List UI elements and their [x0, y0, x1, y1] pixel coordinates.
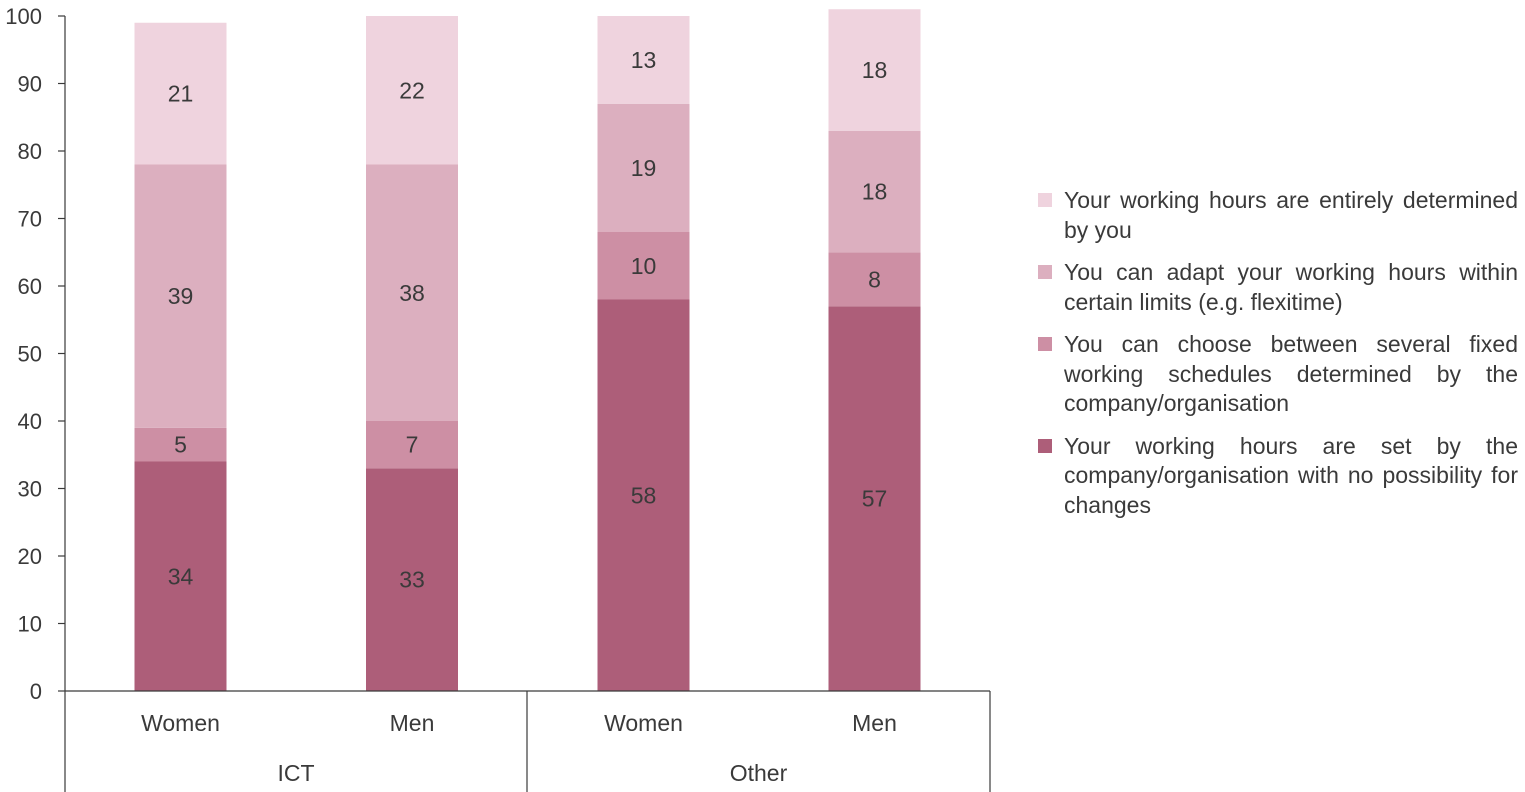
- legend-item: Your working hours are set by the compan…: [1038, 432, 1518, 521]
- legend-swatch: [1038, 265, 1052, 279]
- data-label: 7: [406, 432, 419, 458]
- axes-layer: 0 10 20 30 40 50 60 70 80 90 100 Women Men Women Men IC…: [5, 4, 991, 792]
- data-label: 19: [631, 155, 657, 181]
- y-tick-label: 40: [18, 409, 42, 434]
- bar-segment: [828, 9, 921, 131]
- y-tick-label: 20: [18, 544, 42, 569]
- bar-segment: [828, 306, 921, 691]
- group-label: Other: [730, 760, 788, 786]
- bar-segment: [597, 299, 690, 691]
- bar-segment: [597, 16, 690, 104]
- legend-label: Your working hours are entirely determin…: [1064, 187, 1518, 243]
- legend-item: You can adapt your working hours within …: [1038, 258, 1518, 317]
- bar-segment: [134, 164, 227, 428]
- legend-item: Your working hours are entirely determin…: [1038, 186, 1518, 245]
- data-label: 18: [862, 179, 888, 205]
- bar-segment: [828, 252, 921, 307]
- bar-segment: [134, 22, 227, 165]
- data-label: 5: [174, 432, 187, 458]
- legend-item: You can choose between several fixed wor…: [1038, 330, 1518, 419]
- legend-swatch: [1038, 438, 1052, 453]
- data-label: 39: [168, 283, 194, 309]
- bar-segment: [597, 103, 690, 232]
- y-tick-label: 30: [18, 477, 42, 502]
- legend-label: You can choose between several fixed wor…: [1064, 331, 1518, 416]
- x-tick-label: Men: [852, 710, 897, 736]
- data-label: 8: [868, 266, 881, 292]
- legend: Your working hours are entirely determin…: [1038, 186, 1518, 533]
- data-label: 33: [399, 567, 425, 593]
- legend-label: Your working hours are set by the compan…: [1064, 432, 1518, 518]
- group-label: ICT: [277, 760, 314, 786]
- data-label: 58: [631, 482, 657, 508]
- x-tick-label: Men: [390, 710, 435, 736]
- y-tick-label: 10: [18, 612, 42, 637]
- data-labels-layer: 34 5 39 21 33 7 38 22 58 10 19 13 57 8 18 18: [168, 47, 888, 593]
- y-tick-label: 90: [18, 72, 42, 97]
- bar-segment: [366, 16, 458, 165]
- bar-segment: [828, 130, 921, 253]
- legend-label: You can adapt your working hours within …: [1064, 259, 1518, 315]
- data-label: 18: [862, 57, 888, 83]
- data-label: 34: [168, 563, 194, 589]
- data-label: 13: [631, 47, 657, 73]
- data-label: 22: [399, 77, 425, 103]
- y-tick-label: 100: [5, 4, 42, 29]
- y-tick-label: 0: [30, 679, 42, 704]
- bar-segment: [366, 421, 458, 469]
- y-tick-label: 50: [18, 342, 42, 367]
- bar-segment: [597, 232, 690, 300]
- bar-segment: [134, 461, 227, 691]
- legend-swatch: [1038, 337, 1052, 351]
- bar-segment: [366, 164, 458, 421]
- data-label: 57: [862, 486, 888, 512]
- x-tick-label: Women: [604, 710, 683, 736]
- y-tick-label: 70: [18, 207, 42, 232]
- x-tick-label: Women: [141, 710, 220, 736]
- data-label: 10: [631, 253, 657, 279]
- data-label: 38: [399, 280, 425, 306]
- legend-swatch: [1038, 193, 1052, 207]
- y-tick-label: 60: [18, 274, 42, 299]
- y-tick-label: 80: [18, 139, 42, 164]
- bar-segment: [366, 468, 458, 691]
- data-label: 21: [168, 81, 194, 107]
- bars-layer: [134, 9, 921, 691]
- stacked-bar-chart: 34 5 39 21 33 7 38 22 58 10 19 13 57 8 18 18 0 10 20 30 40 5…: [5, 4, 991, 792]
- bar-segment: [134, 427, 227, 462]
